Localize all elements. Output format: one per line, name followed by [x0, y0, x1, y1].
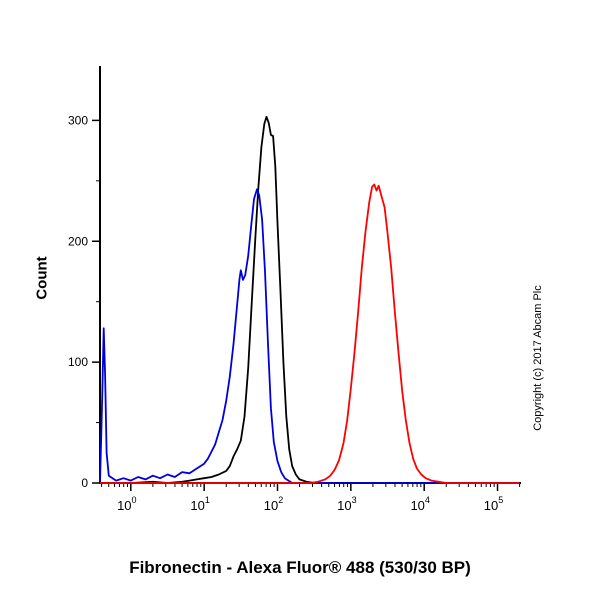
x-tick-label: 103: [337, 495, 356, 513]
figure-title: Fibronectin - Alexa Fluor® 488 (530/30 B…: [129, 558, 471, 577]
y-tick-label: 100: [68, 355, 88, 369]
y-axis-title: Count: [33, 256, 51, 300]
y-tick-label: 200: [68, 234, 88, 248]
x-tick-label: 100: [117, 495, 136, 513]
axes-lines: [99, 66, 521, 484]
x-tick-label: 102: [264, 495, 283, 513]
x-tick-label: 104: [410, 495, 429, 513]
series-black-control: [100, 115, 520, 484]
x-tick-label: 105: [484, 495, 503, 513]
series-blue-isotype: [99, 188, 520, 484]
y-tick-label: 0: [81, 476, 88, 490]
y-tick-label: 300: [68, 113, 88, 127]
x-tick-label: 101: [190, 495, 209, 513]
series-red-fibronectin: [100, 183, 520, 484]
copyright-text: Copyright (c) 2017 Abcam Plc: [532, 285, 544, 431]
